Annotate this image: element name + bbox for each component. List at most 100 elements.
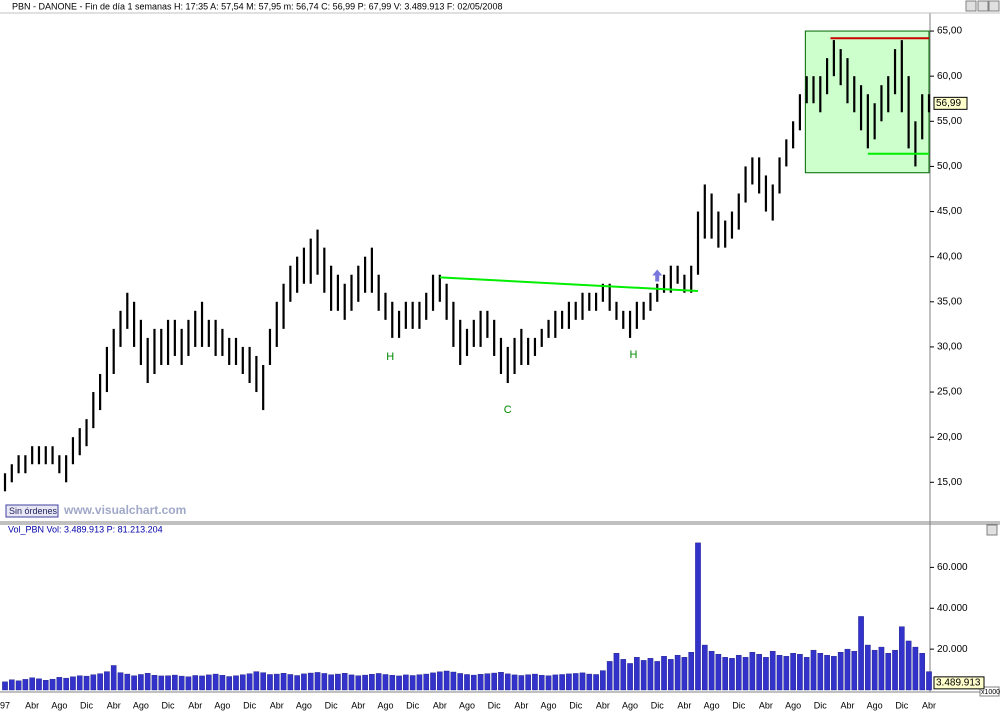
y-tick-label: 45,00 bbox=[937, 206, 962, 217]
x-tick-label: Abr bbox=[25, 700, 39, 710]
x-tick-label: Abr bbox=[596, 700, 610, 710]
volume-bar bbox=[437, 671, 443, 691]
pattern-label: H bbox=[629, 349, 637, 361]
volume-bar bbox=[301, 673, 307, 691]
volume-bar bbox=[63, 677, 69, 691]
volume-bar bbox=[464, 674, 470, 691]
volume-bar bbox=[450, 671, 457, 691]
volume-bar bbox=[600, 670, 606, 691]
window-button[interactable] bbox=[986, 524, 998, 536]
volume-bar bbox=[566, 673, 572, 691]
volume-bar bbox=[239, 674, 246, 691]
volume-bar bbox=[117, 672, 124, 691]
volume-bar bbox=[362, 674, 368, 691]
volume-bar bbox=[396, 675, 402, 691]
window-button[interactable] bbox=[988, 0, 1000, 12]
volume-bar bbox=[905, 640, 912, 691]
x-tick-label: Abr bbox=[922, 700, 936, 710]
volume-bar bbox=[606, 661, 613, 691]
window-button[interactable] bbox=[977, 0, 989, 12]
volume-bar bbox=[70, 676, 76, 691]
y-tick-label: 20,00 bbox=[937, 432, 962, 443]
volume-bar bbox=[226, 676, 233, 691]
volume-bar bbox=[647, 658, 654, 691]
volume-bar bbox=[341, 673, 348, 691]
unit-badge bbox=[979, 686, 1000, 697]
orders-button-label[interactable]: Sin órdenes bbox=[9, 506, 58, 516]
volume-bar bbox=[729, 658, 735, 691]
volume-bar bbox=[253, 671, 260, 691]
x-tick-label: Dic bbox=[80, 700, 93, 710]
signal-arrow bbox=[652, 269, 663, 282]
volume-bar bbox=[423, 673, 430, 691]
volume-bar bbox=[131, 675, 137, 691]
volume-bar bbox=[110, 665, 117, 691]
volume-bar bbox=[335, 673, 341, 691]
volume-bar bbox=[790, 653, 796, 691]
volume-bar bbox=[178, 675, 185, 691]
volume-bar bbox=[409, 675, 416, 691]
x-tick-label: Ago bbox=[541, 700, 557, 710]
volume-bar bbox=[892, 649, 898, 691]
volume-bar bbox=[871, 649, 878, 691]
volume-bar bbox=[865, 644, 871, 691]
volume-bar bbox=[348, 674, 355, 691]
y-tick-label: 60,00 bbox=[937, 71, 962, 82]
volume-bar bbox=[355, 675, 362, 691]
volume-bar bbox=[858, 616, 864, 691]
volume-bar bbox=[579, 672, 586, 691]
volume-bar bbox=[484, 673, 491, 691]
volume-bar bbox=[369, 674, 375, 691]
volume-bar bbox=[185, 676, 192, 691]
volume-bar bbox=[233, 675, 239, 691]
x-tick-label: Abr bbox=[840, 700, 854, 710]
x-tick-label: Dic bbox=[162, 700, 175, 710]
volume-bar bbox=[803, 657, 810, 691]
volume-bar bbox=[280, 673, 287, 691]
volume-bar bbox=[457, 673, 464, 691]
x-tick-label: Dic bbox=[243, 700, 256, 710]
y-tick-label: 40.000 bbox=[937, 603, 968, 614]
volume-bar bbox=[192, 675, 199, 691]
x-tick-label: Abr bbox=[107, 700, 121, 710]
volume-bar bbox=[620, 659, 627, 691]
trend-line bbox=[439, 276, 699, 292]
volume-bar bbox=[97, 673, 103, 691]
volume-bar bbox=[158, 675, 165, 691]
volume-title: Vol_PBN Vol: 3.489.913 P: 81.213.204 bbox=[8, 524, 163, 534]
last-value-badge bbox=[933, 96, 968, 110]
volume-bar bbox=[144, 673, 151, 691]
volume-bar bbox=[701, 644, 708, 691]
y-tick-label: 65,00 bbox=[937, 26, 962, 37]
volume-bar bbox=[851, 650, 858, 691]
y-tick-label: 35,00 bbox=[937, 296, 962, 307]
y-tick-label: 60.000 bbox=[937, 562, 968, 573]
volume-bar bbox=[83, 675, 90, 691]
volume-bar bbox=[165, 675, 171, 691]
volume-bar bbox=[90, 674, 97, 691]
volume-bar bbox=[912, 646, 919, 691]
volume-bar bbox=[722, 657, 728, 691]
window-button[interactable] bbox=[965, 0, 977, 12]
y-tick-label: 25,00 bbox=[937, 387, 962, 398]
volume-bar bbox=[545, 675, 552, 691]
volume-bar bbox=[742, 657, 749, 691]
x-tick-label: Abr bbox=[759, 700, 773, 710]
volume-bar bbox=[735, 655, 742, 691]
volume-bar bbox=[273, 673, 280, 691]
volume-bar bbox=[695, 542, 701, 691]
volume-bar bbox=[878, 646, 885, 691]
orders-button[interactable] bbox=[5, 504, 59, 518]
volume-bar bbox=[430, 672, 436, 691]
volume-bar bbox=[287, 674, 294, 691]
volume-bar bbox=[613, 653, 620, 691]
volume-bar bbox=[314, 672, 321, 691]
x-tick-label: Abr bbox=[351, 700, 365, 710]
volume-bar bbox=[776, 655, 783, 691]
volume-bar bbox=[919, 653, 926, 691]
volume-bar bbox=[199, 675, 205, 691]
volume-bar bbox=[817, 653, 824, 691]
volume-bar bbox=[797, 654, 803, 691]
volume-bar bbox=[538, 675, 545, 691]
x-tick-label: Ago bbox=[296, 700, 312, 710]
